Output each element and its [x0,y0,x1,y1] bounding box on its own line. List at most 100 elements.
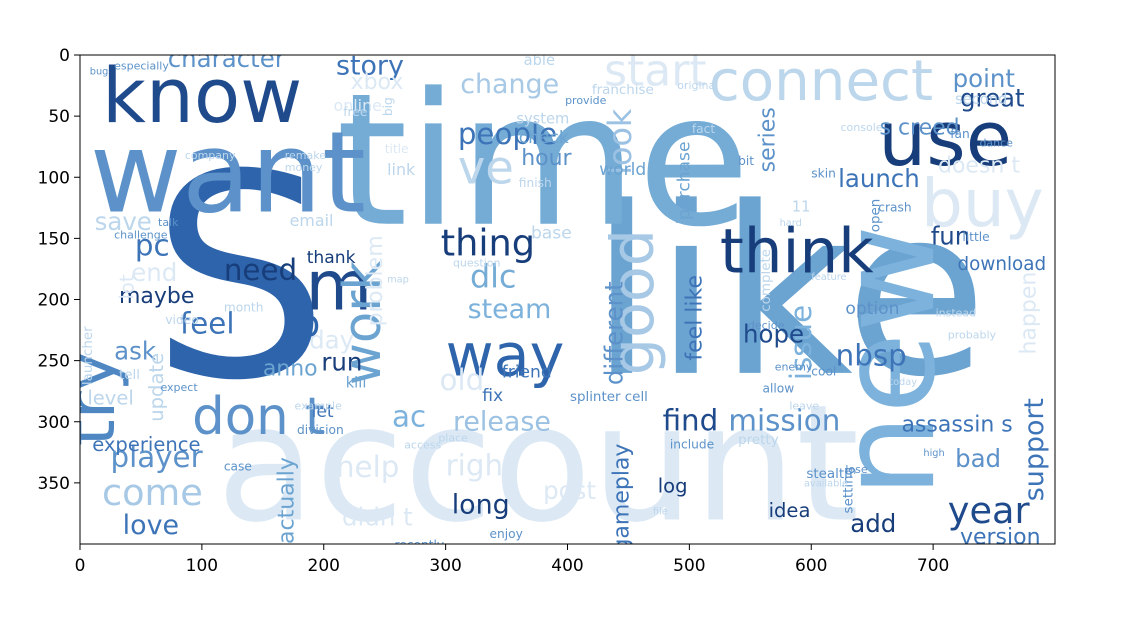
word-enemy: enemy [775,360,813,373]
word-year: year [948,489,1031,532]
word-online: online [334,96,382,115]
word-need: need [224,253,297,287]
word-nbsp: nbsp [836,339,907,373]
word-account: account [217,371,860,559]
word-place: place [438,431,468,444]
word-want: want [90,107,366,238]
word-post: post [543,476,596,505]
word-end: end [131,258,177,287]
word-fix: fix [482,386,503,406]
x-tick-label: 100 [186,556,218,576]
word-especially: especially [114,60,169,73]
word-change: change [460,69,559,100]
word-option: option [845,299,899,319]
word-ve: ve [458,140,514,194]
word-mission: mission [728,403,840,437]
word-help: help [336,450,399,484]
word-s-creed: s creed [880,115,960,140]
word-add: add [850,509,896,538]
x-tick-label: 0 [75,556,86,576]
word-tell: tell [119,368,140,383]
word-issue: issue [784,305,818,380]
word-hard: hard [780,218,802,229]
word-log: log [658,475,688,498]
word-provide: provide [565,94,607,107]
word-franchise: franchise [592,83,654,98]
word-doesn-t: doesn t [938,153,1020,178]
word-launcher: launcher [81,326,96,385]
word-big: big [381,97,395,116]
word-allow: allow [763,381,795,395]
word-title: title [385,142,409,156]
word-second: second [955,91,1007,108]
word-love: love [123,510,179,541]
word-crash: crash [878,200,911,214]
word-world: world [599,160,646,180]
word-kill: kill [346,375,367,392]
word-company: company [185,149,236,162]
word-think: think [720,217,874,288]
word-let: let [312,402,334,422]
word-point: point [953,64,1015,93]
word-update: update [145,353,168,422]
word-pretty: pretty [738,433,779,448]
word-email: email [290,211,334,230]
word-available: available [804,479,848,490]
word-check: check [519,128,569,148]
word-ask: ask [114,336,157,365]
x-tick-label: 200 [308,556,340,576]
word-thing: thing [441,221,535,264]
word-link: link [387,160,416,179]
word-fun: fun [931,221,971,250]
word-bad: bad [955,444,1001,473]
word-money: money [285,161,323,174]
word-leave: leave [789,400,819,413]
word-run: run [321,347,362,376]
word-today: today [889,377,917,388]
word-original: original [677,79,718,92]
word-skin: skin [811,166,836,180]
word-decide: decide [748,319,785,332]
word-cool: cool [811,364,836,378]
word-free: free [343,105,367,119]
word-case: case [224,460,252,474]
word-11: 11 [792,198,811,215]
word-come: come [102,471,203,514]
word-high: high [923,448,944,459]
word-console: console [841,121,883,134]
word-hope: hope [743,319,804,348]
word-series: series [756,107,781,172]
word-launch: launch [838,164,920,193]
word-long: long [452,489,510,520]
word-problem: problem [363,235,388,326]
word-happen: happen [1017,272,1042,355]
word-save: save [95,207,152,236]
word-release: release [453,406,551,437]
word-old: old [440,363,485,397]
word-didn-t: didn t [342,503,413,532]
word-use: use [878,95,1012,183]
word-splinter-cell: splinter cell [570,390,648,405]
word-pc: pc [135,228,170,262]
word-xbox: xbox [351,70,404,95]
word-stealth: stealth [806,467,852,482]
y-tick-label: 100 [38,168,70,188]
word-fan: fan [950,127,970,141]
word-connect: connect [709,49,933,114]
x-tick-label: 700 [917,556,949,576]
word-question: question [453,256,501,269]
y-tick-label: 250 [38,352,70,372]
word-bug: bug [90,67,109,78]
word-good: good [599,229,667,375]
word-don-t: don t [192,387,325,447]
word-actually: actually [274,457,299,544]
word-remake: remake [285,149,326,162]
word-bit: bit [738,154,754,168]
word-feature: feature [811,272,846,283]
word-file: file [653,507,668,518]
word-video: video [165,313,198,327]
word-enjoy: enjoy [490,527,523,541]
word-complete: complete [759,249,774,312]
word-fact: fact [692,122,716,136]
